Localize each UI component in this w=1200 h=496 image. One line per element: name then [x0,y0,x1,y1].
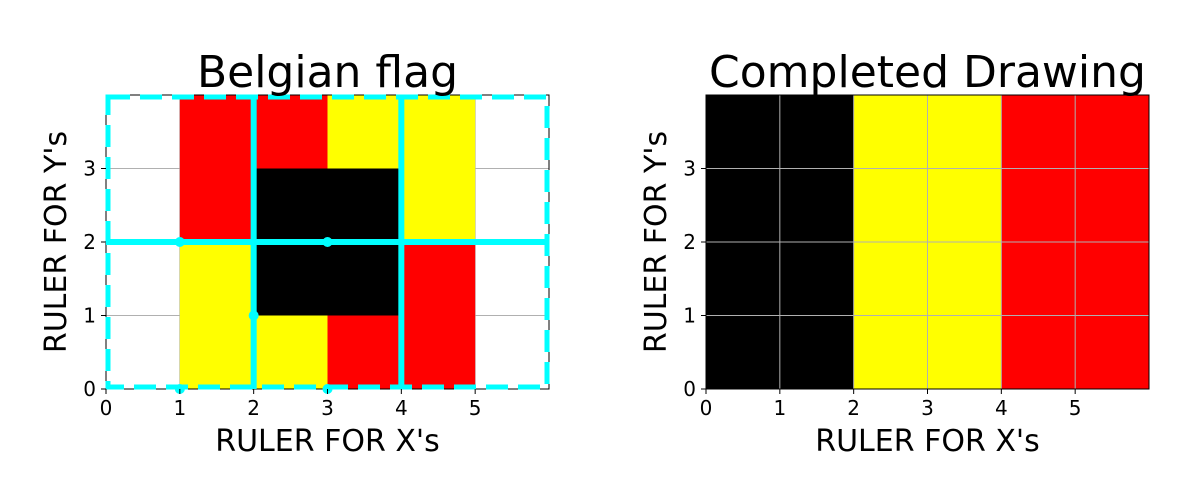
flag-cell-yellow [401,168,476,242]
chart-title: Belgian flag [197,47,458,98]
flag-cell-black [327,242,402,316]
chart-belgian-flag: 0 1 2 3 4 5 0 1 2 3 Belgian flag RULER FOR X's RULER… [39,47,550,459]
x-tick-label: 4 [995,396,1008,420]
x-tick-label: 2 [847,396,860,420]
x-axis-label: RULER FOR X's [215,424,440,459]
y-axis-label: RULER FOR Y's [39,131,74,353]
x-tick-label: 5 [1069,396,1082,420]
guide-point [248,310,259,321]
flag-cell-red [179,95,254,169]
x-tick-label: 2 [247,396,260,420]
flag-cell-yellow [179,242,254,316]
y-tick-label: 2 [683,230,696,254]
flag-cell-black [253,168,328,242]
y-tick-label: 2 [83,230,96,254]
flag-cell-yellow [253,315,328,389]
x-tick-label: 5 [469,396,482,420]
x-tick-label: 4 [395,396,408,420]
x-tick-label: 0 [700,396,713,420]
chart-title: Completed Drawing [709,47,1146,98]
flag-cell-red [179,168,254,242]
x-tick-label: 3 [321,396,334,420]
chart-completed-drawing: 0 1 2 3 4 5 0 1 2 3 Completed Drawing RULER FOR X's… [639,47,1150,459]
flag-cell-red [253,95,328,169]
flag-cell-yellow [179,315,254,389]
y-tick-label: 1 [683,304,696,328]
flag-cell-yellow [327,95,402,169]
flag-cell-black [253,242,328,316]
x-tick-label: 3 [921,396,934,420]
guide-point [322,237,333,247]
x-tick-label: 0 [100,396,113,420]
flag-cell-red [401,315,476,389]
x-tick-label: 1 [173,396,186,420]
flag-cell-red [327,315,402,389]
y-axis-label: RULER FOR Y's [639,131,674,353]
y-tick-label: 0 [683,377,696,401]
guide-point [174,237,185,247]
flag-cell-yellow [401,95,476,169]
y-tick-label: 1 [83,304,96,328]
x-axis-label: RULER FOR X's [815,424,1040,459]
x-tick-label: 1 [773,396,786,420]
flag-cell-black [327,168,402,242]
y-tick-label: 3 [683,157,696,181]
flag-cell-red [401,242,476,316]
y-tick-label: 0 [83,377,96,401]
y-tick-label: 3 [83,157,96,181]
